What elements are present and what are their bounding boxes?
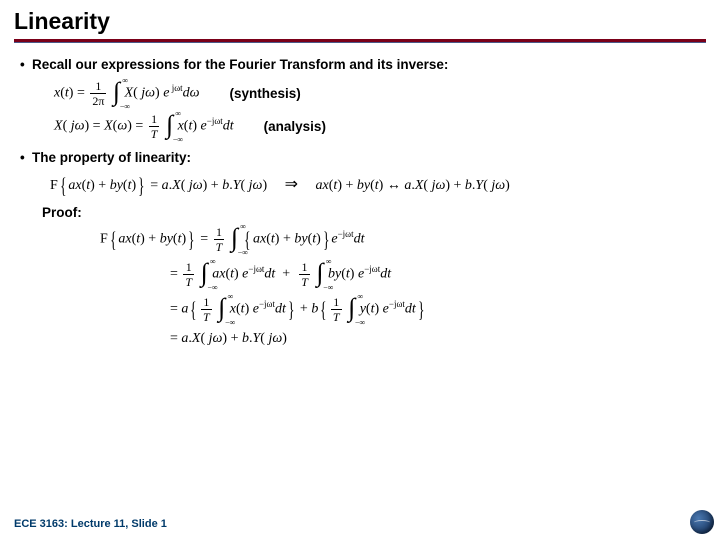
logo-icon bbox=[690, 510, 714, 534]
proof-line-2: = 1T ∞∫−∞ ax(t) e−jωtdt + 1T ∞∫−∞ by(t) … bbox=[170, 261, 700, 288]
equation-synthesis: x(t) = 12π ∞∫−∞ X( jω) e jωtdω (synthesi… bbox=[54, 80, 700, 107]
slide-footer: ECE 3163: Lecture 11, Slide 1 bbox=[14, 518, 167, 530]
bullet-recall-text: Recall our expressions for the Fourier T… bbox=[32, 57, 448, 72]
bullet-dot-icon: • bbox=[20, 57, 32, 72]
equation-linearity-statement: F{ax(t) + by(t)} = a.X( jω) + b.Y( jω) ⇒… bbox=[50, 173, 700, 199]
label-analysis: (analysis) bbox=[264, 119, 326, 134]
proof-block: F{ax(t) + by(t)} = 1T ∞∫−∞ {ax(t) + by(t… bbox=[100, 226, 700, 347]
proof-line-3: = a{1T ∞∫−∞ x(t) e−jωtdt} + b{1T ∞∫−∞ y(… bbox=[170, 296, 700, 323]
proof-line-4: = a.X( jω) + b.Y( jω) bbox=[170, 331, 700, 347]
proof-line-1: F{ax(t) + by(t)} = 1T ∞∫−∞ {ax(t) + by(t… bbox=[100, 226, 700, 253]
slide-title: Linearity bbox=[14, 8, 720, 35]
label-synthesis: (synthesis) bbox=[230, 86, 301, 101]
equation-analysis: X( jω) = X(ω) = 1T ∞∫−∞ x(t) e−jωtdt (an… bbox=[54, 113, 700, 140]
slide-content: • Recall our expressions for the Fourier… bbox=[0, 43, 720, 347]
bullet-linearity: • The property of linearity: bbox=[20, 150, 700, 165]
bullet-dot-icon: • bbox=[20, 150, 32, 165]
bullet-linearity-text: The property of linearity: bbox=[32, 150, 191, 165]
bullet-recall: • Recall our expressions for the Fourier… bbox=[20, 57, 700, 72]
proof-heading: Proof: bbox=[42, 205, 700, 220]
